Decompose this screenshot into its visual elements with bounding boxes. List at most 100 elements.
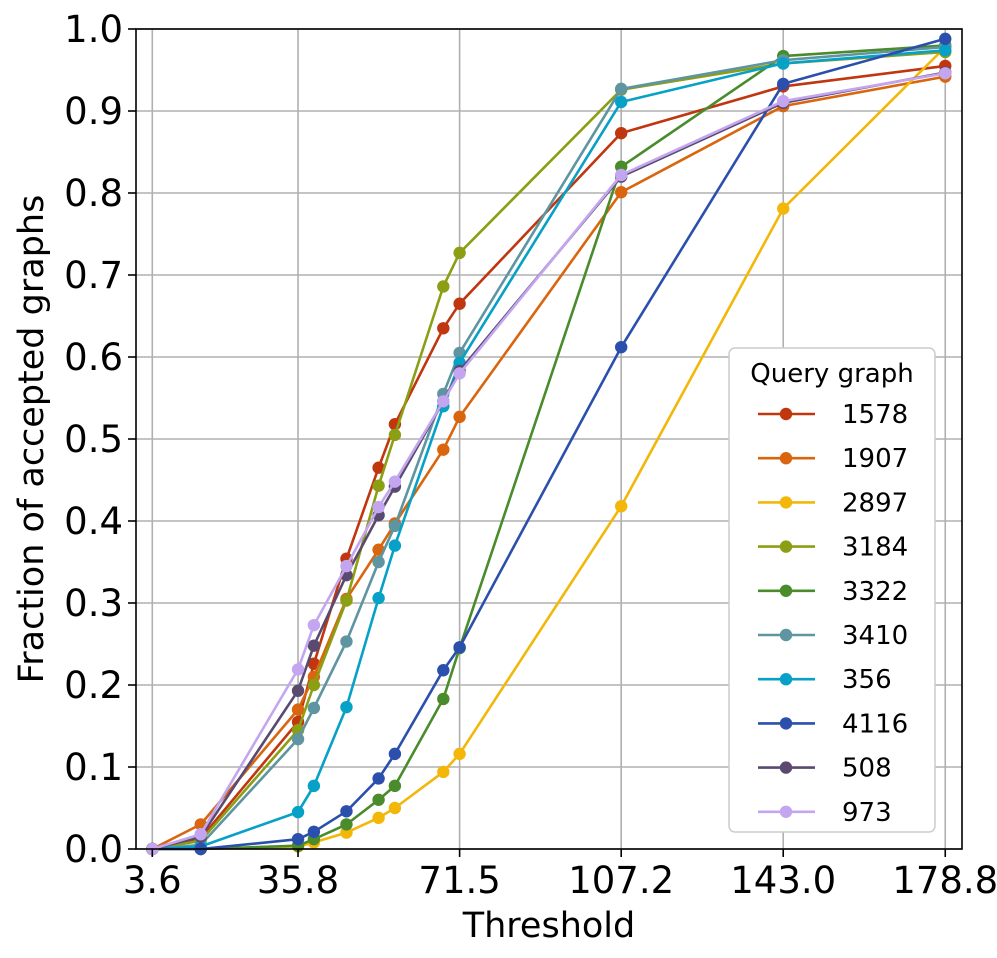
data-point (372, 461, 385, 474)
legend-label: 3322 (842, 577, 908, 607)
y-tick-label: 1.0 (64, 8, 123, 51)
legend-box (728, 347, 936, 833)
legend-label: 3184 (842, 533, 908, 563)
data-point (372, 591, 385, 605)
data-point (939, 44, 952, 57)
data-point (437, 692, 450, 706)
data-point (291, 805, 305, 819)
data-point (340, 594, 353, 607)
legend-marker (779, 628, 793, 642)
x-tick-label: 71.5 (418, 859, 500, 902)
legend-label: 973 (842, 798, 892, 828)
legend-item-1907: 1907 (758, 444, 908, 474)
series-layer (146, 32, 952, 856)
legend-marker (779, 584, 793, 597)
x-tick-label: 3.6 (123, 859, 182, 902)
data-point (307, 825, 321, 838)
data-point (307, 779, 321, 793)
legend-marker (779, 673, 793, 686)
data-point (388, 519, 402, 533)
y-tick-label: 0.2 (64, 664, 123, 707)
data-point (291, 832, 305, 846)
legend-marker (779, 805, 793, 818)
data-point (453, 297, 466, 310)
data-point (340, 700, 353, 714)
y-axis-title: Fraction of accepted graphs (12, 195, 52, 684)
legend-marker (779, 761, 793, 774)
data-point (453, 367, 466, 380)
x-tick-label: 35.8 (257, 859, 339, 902)
data-point (388, 779, 402, 793)
y-tick-label: 0.9 (64, 90, 123, 133)
data-point (307, 618, 321, 632)
data-point (777, 77, 790, 91)
data-point (614, 340, 628, 354)
data-point (437, 765, 450, 779)
legend-label: 2897 (842, 488, 908, 518)
legend-marker (779, 540, 793, 553)
data-point (307, 701, 321, 715)
series-line-3322 (152, 44, 946, 851)
y-tick-label: 0.6 (64, 336, 123, 379)
data-point (437, 280, 450, 293)
data-point (777, 57, 790, 70)
y-tick-label: 0.7 (64, 254, 123, 297)
data-point (388, 747, 402, 761)
axis-ticks: 3.6 35.8 71.5 107.2 143.0 178.8 0.0 0.1 0.2 0.3 0.… (64, 8, 997, 902)
data-point (388, 539, 402, 552)
legend-label: 508 (842, 754, 892, 784)
data-point (388, 428, 402, 442)
data-point (307, 678, 321, 692)
legend-marker (779, 717, 793, 730)
legend-marker (779, 407, 793, 421)
data-point (614, 95, 628, 109)
data-point (614, 500, 628, 513)
data-point (291, 663, 305, 676)
series-line-508 (151, 71, 946, 851)
data-point (340, 559, 353, 573)
series-line-1578 (152, 64, 946, 851)
series-4116 (146, 32, 952, 856)
data-point (437, 664, 450, 677)
data-point (340, 818, 353, 831)
data-point (453, 246, 466, 260)
data-point (291, 684, 305, 697)
y-tick-label: 0.0 (64, 828, 123, 871)
legend-marker (779, 452, 793, 465)
data-point (340, 805, 353, 818)
legend-items: 1578 1907 2897 3184 3322 3410 356 4116 508 973 (758, 400, 908, 828)
legend-item-508: 508 (758, 754, 892, 784)
data-point (388, 475, 402, 488)
data-point (372, 811, 385, 825)
legend-item-356: 356 (758, 665, 892, 695)
data-point (939, 67, 952, 80)
series-line-356 (152, 49, 946, 851)
legend-label: 3410 (842, 621, 908, 651)
data-point (777, 202, 790, 215)
legend-label: 1907 (842, 444, 908, 474)
legend-item-3184: 3184 (758, 533, 908, 563)
data-point (437, 443, 450, 456)
series-line-973 (151, 72, 946, 851)
data-point (453, 747, 466, 761)
data-point (939, 32, 952, 46)
legend-item-1578: 1578 (758, 400, 908, 430)
data-point (291, 703, 305, 716)
data-point (388, 801, 402, 815)
legend-item-2897: 2897 (758, 488, 908, 518)
series-973 (146, 67, 952, 856)
y-tick-label: 0.3 (64, 582, 123, 625)
legend-item-3322: 3322 (758, 577, 908, 607)
x-tick-label: 178.8 (892, 859, 997, 902)
y-tick-label: 0.4 (64, 500, 123, 543)
legend-title: Query graph (750, 359, 913, 389)
series-line-1907 (151, 75, 946, 851)
series-line-4116 (152, 37, 946, 851)
x-tick-label: 107.2 (568, 859, 674, 902)
data-point (372, 555, 385, 569)
x-axis-title: Threshold (462, 906, 636, 946)
data-point (372, 500, 385, 514)
legend-item-973: 973 (758, 798, 892, 828)
data-point (777, 94, 790, 108)
